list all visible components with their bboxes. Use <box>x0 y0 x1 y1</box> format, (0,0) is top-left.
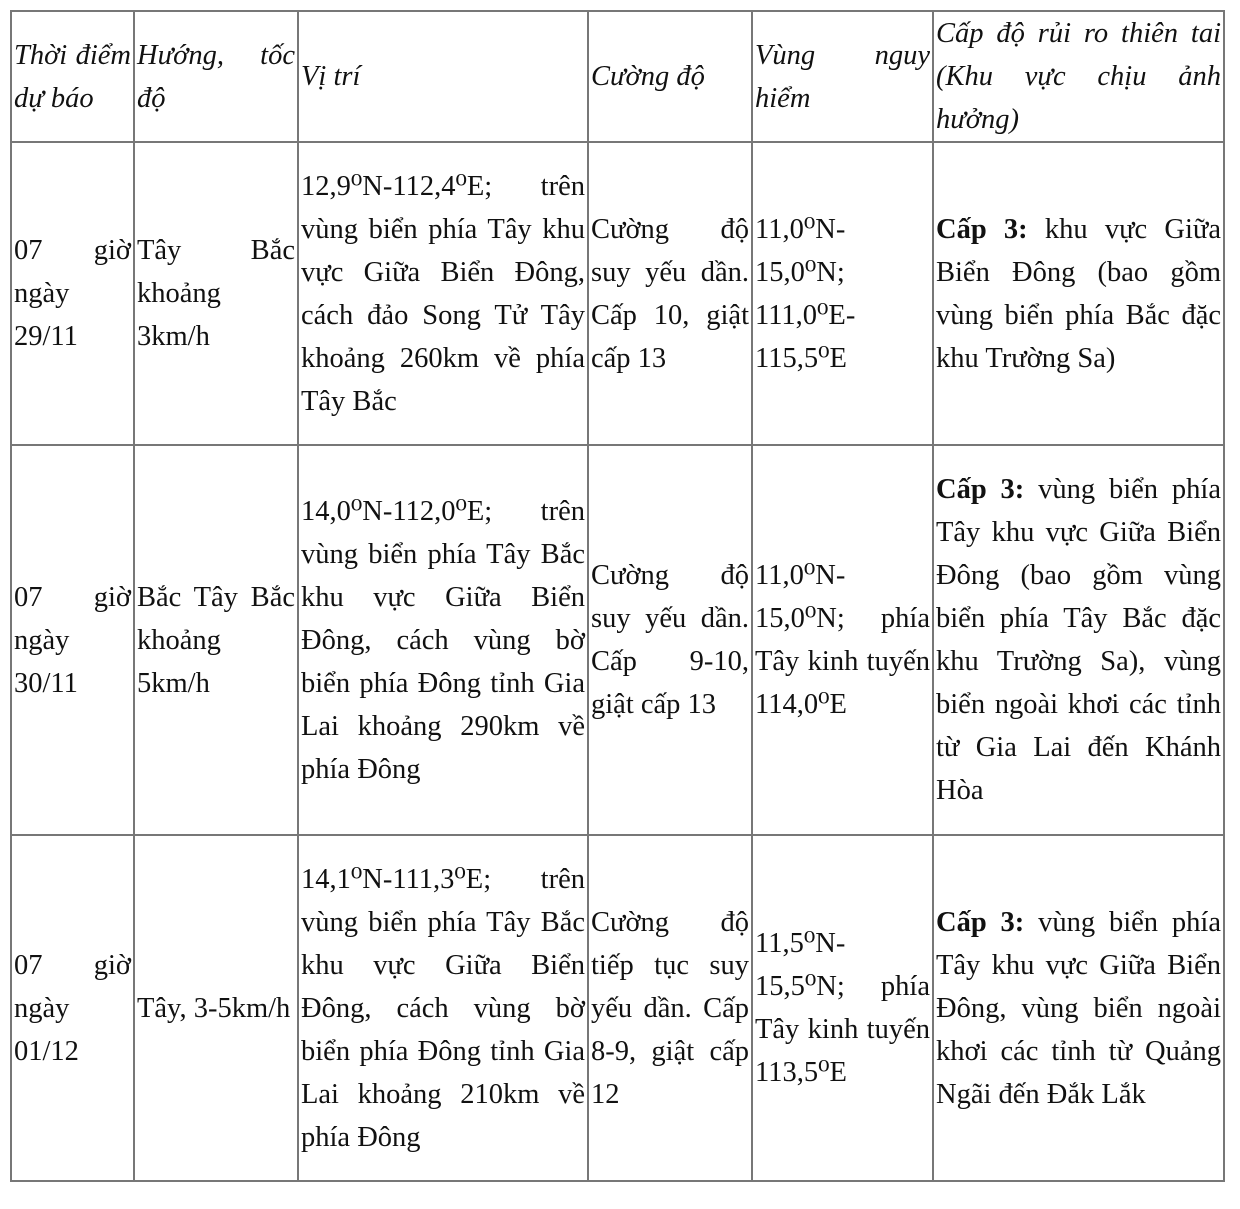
cell-direction: Bắc Tây Bắc khoảng 5km/h <box>133 444 299 836</box>
cell-danger-zone: 11,0⁰N-15,0⁰N; 111,0⁰E-115,5⁰E <box>751 141 934 446</box>
header-row: Thời điểm dự báo Hướng, tốc độ Vị trí Cư… <box>10 10 1225 143</box>
cell-risk: Cấp 3: khu vực Giữa Biển Đông (bao gồm v… <box>932 141 1225 446</box>
table-row: 07 giờ ngày 01/12 Tây, 3-5km/h 14,1⁰N-11… <box>10 834 1225 1182</box>
cell-direction: Tây Bắc khoảng 3km/h <box>133 141 299 446</box>
risk-level: Cấp 3: <box>936 474 1025 505</box>
cell-risk: Cấp 3: vùng biển phía Tây khu vực Giữa B… <box>932 444 1225 836</box>
header-position: Vị trí <box>297 10 589 143</box>
risk-level: Cấp 3: <box>936 906 1025 938</box>
cell-intensity: Cường độ suy yếu dần. Cấp 10, giật cấp 1… <box>587 141 753 446</box>
risk-level: Cấp 3: <box>936 213 1028 245</box>
cell-time: 07 giờ ngày 29/11 <box>10 141 135 446</box>
cell-time: 07 giờ ngày 30/11 <box>10 444 135 836</box>
cell-position: 14,0⁰N-112,0⁰E; trên vùng biển phía Tây … <box>297 444 589 836</box>
cell-position: 12,9⁰N-112,4⁰E; trên vùng biển phía Tây … <box>297 141 589 446</box>
header-direction: Hướng, tốc độ <box>133 10 299 143</box>
cell-direction: Tây, 3-5km/h <box>133 834 299 1182</box>
cell-intensity: Cường độ tiếp tục suy yếu dần. Cấp 8-9, … <box>587 834 753 1182</box>
header-risk-level: Cấp độ rủi ro thiên tai (Khu vực chịu ản… <box>932 10 1225 143</box>
header-danger-zone: Vùng nguy hiểm <box>751 10 934 143</box>
cell-position: 14,1⁰N-111,3⁰E; trên vùng biển phía Tây … <box>297 834 589 1182</box>
cell-danger-zone: 11,5⁰N-15,5⁰N; phía Tây kinh tuyến 113,5… <box>751 834 934 1182</box>
cell-danger-zone: 11,0⁰N-15,0⁰N; phía Tây kinh tuyến 114,0… <box>751 444 934 836</box>
risk-area: vùng biển phía Tây khu vực Giữa Biển Đôn… <box>936 906 1221 1110</box>
cell-risk: Cấp 3: vùng biển phía Tây khu vực Giữa B… <box>932 834 1225 1182</box>
storm-forecast-table: Thời điểm dự báo Hướng, tốc độ Vị trí Cư… <box>10 10 1225 1182</box>
header-intensity: Cường độ <box>587 10 753 143</box>
cell-time: 07 giờ ngày 01/12 <box>10 834 135 1182</box>
risk-area: khu vực Giữa Biển Đông (bao gồm vùng biể… <box>936 213 1221 374</box>
risk-area: vùng biển phía Tây khu vực Giữa Biển Đôn… <box>936 474 1221 806</box>
table-row: 07 giờ ngày 29/11 Tây Bắc khoảng 3km/h 1… <box>10 141 1225 446</box>
table-row: 07 giờ ngày 30/11 Bắc Tây Bắc khoảng 5km… <box>10 444 1225 836</box>
header-time: Thời điểm dự báo <box>10 10 135 143</box>
cell-intensity: Cường độ suy yếu dần. Cấp 9-10, giật cấp… <box>587 444 753 836</box>
